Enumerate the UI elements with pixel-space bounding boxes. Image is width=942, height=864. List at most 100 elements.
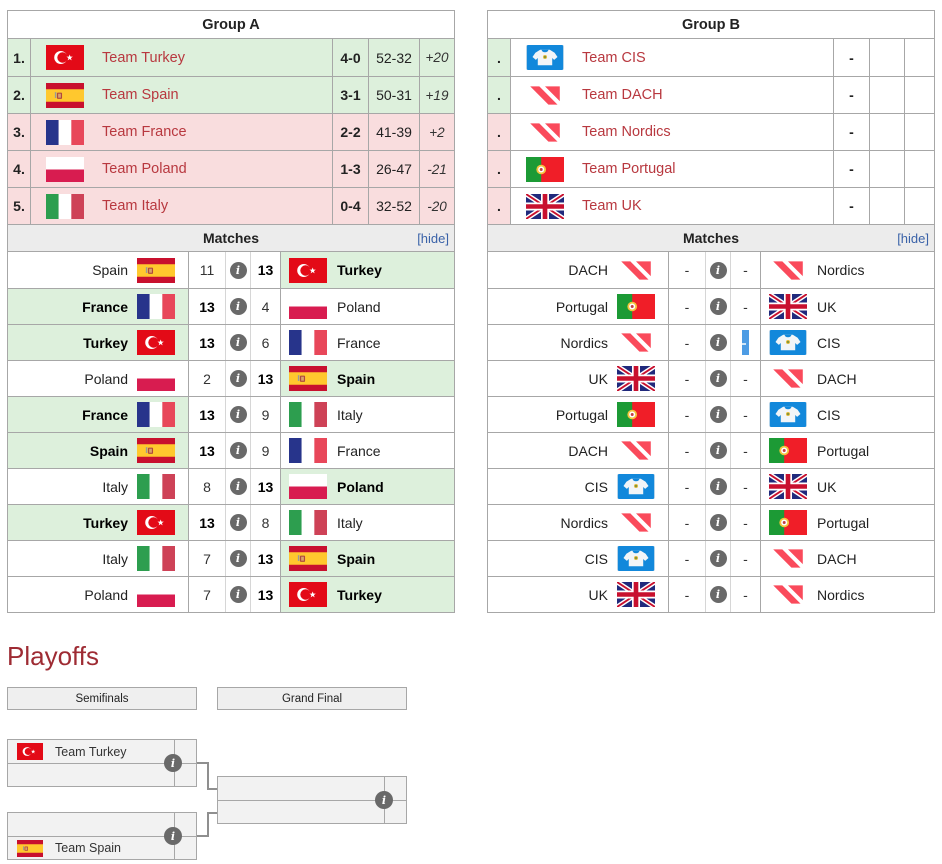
record-cell: 1-3 (332, 151, 368, 187)
info-icon[interactable]: i (709, 514, 727, 531)
team-link[interactable]: Team UK (582, 198, 642, 214)
flag-tr-icon (289, 582, 327, 607)
bracket-slot-top[interactable] (218, 777, 406, 800)
team-link[interactable]: Team Italy (102, 198, 169, 214)
bracket-slot-top[interactable]: Team Turkey (8, 740, 196, 763)
flag-pl-icon (289, 474, 327, 499)
flag-it-icon (137, 474, 175, 499)
match-score-left: - (668, 252, 706, 288)
cis-jersey-icon (769, 402, 807, 427)
team-link[interactable]: Team France (102, 124, 187, 140)
group-a-matches: Spain 11 i 13 Turkey France 13 i 4 Polan… (8, 252, 454, 612)
record-cell: - (833, 39, 869, 76)
match-score-right: 13 (250, 469, 280, 504)
bracket-slot-bottom[interactable] (218, 800, 406, 823)
info-icon[interactable]: i (229, 261, 247, 279)
match-team-left: France (8, 397, 188, 432)
info-icon[interactable]: i (229, 406, 247, 423)
info-icon[interactable]: i (229, 586, 247, 603)
flag-fr-icon (46, 119, 84, 145)
info-icon[interactable]: i (375, 791, 393, 809)
score-diff-cell (904, 114, 934, 150)
info-icon[interactable]: i (709, 334, 727, 351)
hide-toggle-link[interactable]: [hide] (417, 230, 449, 246)
team-name: Turkey (83, 334, 128, 351)
flag-pt-icon (617, 402, 655, 427)
match-row: Italy 7 i 13 Spain (8, 540, 454, 576)
match-row: UK - i - Nordics (488, 576, 934, 612)
bracket-slot-bottom[interactable] (8, 763, 196, 786)
valorant-icon (617, 438, 655, 463)
info-icon[interactable]: i (709, 370, 727, 387)
match-row: CIS - i - DACH (488, 540, 934, 576)
team-link[interactable]: Team Nordics (582, 124, 671, 140)
info-icon[interactable]: i (709, 406, 727, 423)
hide-toggle-link[interactable]: [hide] (897, 230, 929, 246)
team-link[interactable]: Team DACH (582, 87, 663, 103)
standings-row: . Team CIS - (488, 39, 934, 76)
match-score-right: 8 (250, 505, 280, 540)
team-name: Poland (84, 586, 128, 603)
position-cell: . (488, 114, 510, 150)
flag-es-icon (17, 839, 43, 857)
team-link[interactable]: Team Portugal (582, 161, 676, 177)
match-team-left: Poland (8, 361, 188, 396)
match-score-left: 2 (188, 361, 226, 396)
info-icon[interactable]: i (709, 298, 727, 315)
team-name: DACH (817, 550, 857, 567)
team-name: Turkey (337, 262, 382, 278)
record-cell: 2-2 (332, 114, 368, 150)
flag-gb-icon (617, 366, 655, 391)
team-name: France (337, 334, 381, 351)
match-team-right: Turkey (280, 252, 454, 288)
info-icon[interactable]: i (709, 478, 727, 495)
team-name: Italy (337, 514, 363, 531)
team-link[interactable]: Team CIS (582, 49, 646, 66)
team-name: Portugal (555, 406, 608, 423)
match-row: Poland 7 i 13 Turkey (8, 576, 454, 612)
match-score-left: - (668, 469, 706, 504)
cis-jersey-icon (526, 45, 564, 70)
match-info-cell: i (706, 289, 730, 324)
info-icon[interactable]: i (229, 550, 247, 567)
match-score-right: - (730, 397, 760, 432)
info-icon[interactable]: i (229, 514, 247, 531)
info-icon[interactable]: i (229, 334, 247, 351)
position-cell: . (488, 77, 510, 113)
team-cell: Team Portugal (510, 151, 833, 187)
team-link[interactable]: Team Turkey (102, 49, 185, 66)
info-icon[interactable]: i (709, 442, 727, 459)
match-team-right: UK (760, 469, 934, 504)
match-score-left: - (668, 577, 706, 612)
score-diff-cell (904, 39, 934, 76)
bracket-slot-bottom[interactable]: Team Spain (8, 836, 196, 859)
info-icon[interactable]: i (229, 298, 247, 315)
team-name: Turkey (83, 514, 128, 531)
valorant-icon (769, 366, 807, 391)
team-link[interactable]: Team Poland (102, 161, 187, 177)
valorant-icon (526, 83, 564, 108)
bracket-slot-top[interactable] (8, 813, 196, 836)
bracket-connector (207, 812, 217, 814)
match-info-cell: i (706, 397, 730, 432)
flag-gb-icon (769, 294, 807, 319)
info-icon[interactable]: i (709, 261, 727, 279)
info-icon[interactable]: i (164, 827, 182, 845)
info-icon[interactable]: i (709, 550, 727, 567)
match-info-cell: i (226, 577, 250, 612)
info-icon[interactable]: i (229, 478, 247, 495)
team-name: CIS (584, 478, 608, 495)
standings-row: . Team Portugal - (488, 150, 934, 187)
match-team-right: Poland (280, 469, 454, 504)
team-name: Poland (337, 298, 381, 315)
info-icon[interactable]: i (229, 442, 247, 459)
info-icon[interactable]: i (229, 370, 247, 387)
cis-jersey-icon (617, 546, 655, 571)
info-icon[interactable]: i (709, 586, 727, 603)
team-link[interactable]: Team Spain (102, 87, 179, 103)
team-name: DACH (568, 262, 608, 278)
game-score-cell: 32-52 (368, 188, 419, 224)
round-header-semifinals: Semifinals (7, 687, 197, 710)
info-icon[interactable]: i (164, 754, 182, 772)
score-diff-cell: -20 (419, 188, 454, 224)
